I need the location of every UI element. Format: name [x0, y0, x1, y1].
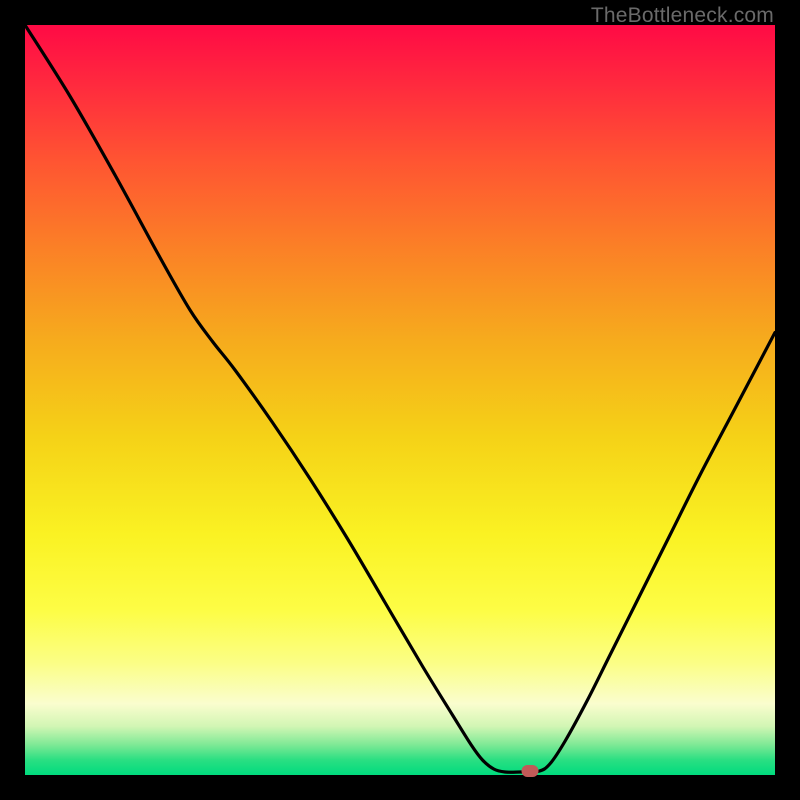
minimum-marker [521, 765, 538, 777]
bottleneck-curve [25, 25, 775, 775]
chart-frame: TheBottleneck.com [0, 0, 800, 800]
plot-area [25, 25, 775, 775]
